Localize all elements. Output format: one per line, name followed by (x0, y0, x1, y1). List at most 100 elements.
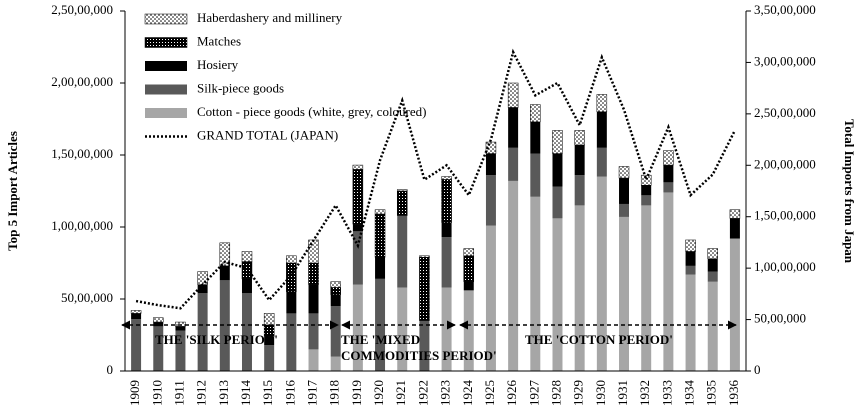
bar-segment (263, 313, 275, 326)
bar-segment (530, 104, 541, 123)
lines (135, 48, 737, 310)
bar-segment (131, 319, 142, 371)
bar-segment (596, 94, 608, 113)
bar-segment (352, 164, 364, 170)
x-tick-label: 1934 (682, 380, 697, 407)
bar-segment (308, 313, 319, 350)
x-tick-label: 1912 (194, 380, 209, 406)
x-tick-label: 1932 (637, 380, 652, 406)
bar-segment (641, 185, 652, 196)
bar-segment (153, 326, 164, 371)
bar-segment (463, 255, 475, 282)
x-tick-label: 1909 (127, 380, 142, 406)
bar-segment (729, 238, 740, 371)
bar-segment (663, 165, 674, 183)
bar-segment (485, 153, 496, 176)
bar-segment (685, 265, 696, 275)
bar-segment (507, 82, 519, 108)
bar-segment (707, 281, 718, 371)
bar-segment (441, 237, 452, 288)
bar-segment (707, 271, 718, 282)
bar-segment (530, 153, 541, 197)
bar-segment (419, 255, 430, 258)
bar-segment (685, 274, 696, 371)
bar-segment (219, 265, 230, 281)
bar-segment (619, 203, 630, 217)
bar-segment (153, 317, 164, 323)
bar-segment (619, 178, 630, 204)
bar-segment (308, 349, 319, 371)
legend-label: Matches (197, 33, 241, 48)
legend: Haberdashery and millinery Matches Hosiery… (144, 10, 426, 142)
bar-segment (619, 216, 630, 371)
bar-segment (729, 209, 741, 219)
bar-segment (530, 121, 541, 154)
bar-segment (197, 284, 208, 294)
bar-segment (264, 345, 275, 371)
x-tick-label: 1929 (571, 380, 586, 406)
x-tick-label: 1931 (615, 380, 630, 406)
bar-segment (241, 278, 252, 294)
bar-segment (574, 144, 585, 176)
bar-segment (330, 356, 341, 371)
bar-segment (374, 213, 386, 258)
legend-label: Hosiery (197, 57, 239, 72)
bar-segment (286, 291, 297, 314)
bar-segment (508, 107, 519, 148)
bar-segment (441, 176, 452, 180)
y2-tick-label: 0 (754, 362, 761, 377)
x-tick-label: 1916 (282, 380, 297, 407)
x-tick-label: 1925 (482, 380, 497, 406)
x-tick-label: 1919 (349, 380, 364, 406)
x-tick-label: 1926 (504, 380, 519, 407)
bar-segment (308, 262, 319, 285)
bar-segment (441, 222, 452, 238)
x-tick-label: 1923 (438, 380, 453, 406)
total-line (135, 48, 737, 310)
x-tick-label: 1928 (548, 380, 563, 406)
bar-segment (641, 205, 652, 371)
legend-swatch (145, 108, 187, 118)
annotations: THE 'SILK PERIOD' THE 'MIXED COMMODITIES… (121, 320, 737, 363)
legend-label: GRAND TOTAL (JAPAN) (197, 127, 338, 142)
bar-segment (552, 153, 563, 187)
bar-segment (508, 180, 519, 371)
x-tick-label: 1910 (149, 380, 164, 406)
y-tick-label: 2,50,00,000 (51, 2, 113, 17)
x-tick-label: 1920 (371, 380, 386, 406)
x-tick-label: 1915 (260, 380, 275, 406)
y-tick-label: 50,00,000 (61, 290, 113, 305)
bar-segment (330, 287, 341, 295)
annotation: THE 'MIXED (341, 332, 420, 347)
x-tick-label: 1917 (305, 380, 320, 407)
legend-swatch (144, 13, 188, 25)
bar-segment (463, 281, 474, 291)
annotation: THE 'SILK PERIOD' (155, 332, 278, 347)
y2-tick-label: 50,00,000 (754, 311, 806, 326)
bar-segment (352, 231, 363, 285)
bar-segment (574, 175, 585, 206)
x-tick-label: 1918 (327, 380, 342, 406)
bar-segment (663, 150, 674, 166)
bar-segment (397, 215, 408, 288)
bar-segment (396, 189, 408, 192)
bar-segment (130, 310, 142, 314)
bar-segment (308, 284, 319, 314)
bar-segment (197, 293, 208, 371)
bar-segment (352, 224, 363, 232)
bar-segment (552, 130, 563, 154)
y2-tick-label: 3,00,00,000 (754, 53, 816, 68)
bar-segment (707, 258, 718, 272)
bar-segment (131, 313, 142, 320)
x-tick-label: 1933 (659, 380, 674, 406)
bar-segment (286, 255, 297, 264)
bar-segment (596, 147, 607, 177)
bar-segment (441, 179, 452, 223)
bar-segment (707, 248, 718, 259)
bar-segment (596, 111, 607, 148)
y2-tick-label: 1,00,00,000 (754, 259, 816, 274)
bar-segment (396, 190, 408, 216)
bar-segment (685, 251, 696, 266)
y2-tick-label: 2,00,00,000 (754, 156, 816, 171)
